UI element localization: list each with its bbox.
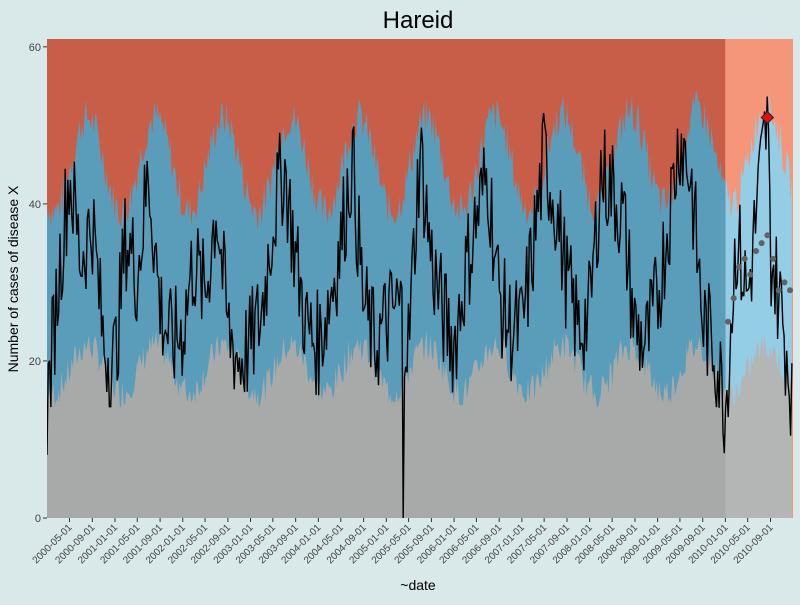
expected-point [730,295,737,302]
y-tick-label: 40 [29,199,41,211]
expected-point [735,263,742,270]
expected-point [741,255,748,262]
expected-point [747,271,754,278]
lower-zone [47,330,726,518]
expected-point [770,255,777,262]
lower-zone-future [725,333,792,518]
expected-point [758,240,765,247]
y-axis-label: Number of cases of disease X [5,185,21,372]
plot-area [47,39,793,518]
y-tick-label: 0 [35,513,41,525]
x-axis-label: ~date [400,577,436,593]
expected-point [764,232,771,239]
expected-point [787,287,793,294]
y-tick-label: 60 [29,42,41,54]
expected-point [781,279,788,286]
expected-point [725,318,732,325]
expected-point [775,287,782,294]
cases-line [47,96,793,518]
chart-title: Hareid [383,7,454,34]
y-tick-label: 20 [29,356,41,368]
outbreak-marker [760,110,775,125]
expected-point [753,248,760,255]
